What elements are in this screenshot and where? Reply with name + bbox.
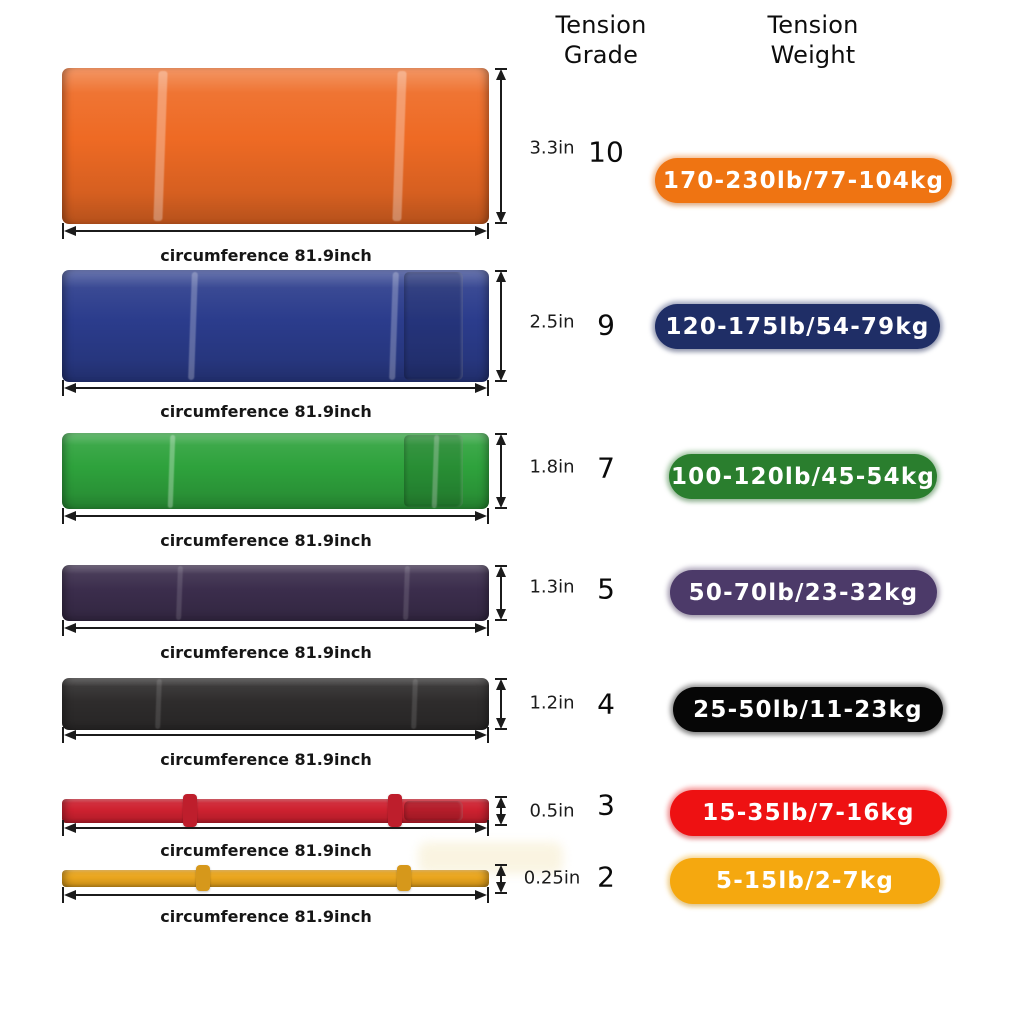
band-right-fold bbox=[403, 801, 464, 821]
circumference-label: circumference 81.9inch bbox=[160, 246, 372, 265]
circumference-arrow bbox=[62, 620, 489, 636]
tension-grade-value: 9 bbox=[597, 308, 615, 342]
width-arrow-vertical bbox=[491, 270, 511, 382]
band-fold-tab bbox=[183, 794, 198, 827]
tension-weight-text: 25-50lb/11-23kg bbox=[693, 696, 923, 723]
column-header-tension-grade: Tension Grade bbox=[555, 11, 647, 69]
circumference-label: circumference 81.9inch bbox=[160, 750, 372, 769]
width-label: 2.5in bbox=[529, 311, 575, 333]
band-fold-streak bbox=[392, 71, 407, 221]
tension-weight-pill-green: 100-120lb/45-54kg bbox=[669, 454, 937, 499]
band-graphic-red bbox=[62, 799, 489, 823]
tension-weight-pill-yellow: 5-15lb/2-7kg bbox=[670, 858, 940, 904]
circumference-arrow bbox=[62, 380, 489, 396]
width-label: 3.3in bbox=[529, 137, 575, 159]
band-graphic-orange bbox=[62, 68, 489, 224]
width-arrow-vertical bbox=[491, 796, 511, 826]
band-graphic-yellow bbox=[62, 870, 489, 887]
tension-weight-text: 15-35lb/7-16kg bbox=[702, 800, 915, 826]
tension-weight-text: 50-70lb/23-32kg bbox=[688, 579, 919, 606]
band-fold-streak bbox=[411, 679, 418, 729]
column-header-tension-weight: Tension Weight bbox=[767, 11, 859, 69]
width-arrow-vertical bbox=[491, 565, 511, 621]
band-fold-tab bbox=[195, 865, 210, 891]
circumference-label: circumference 81.9inch bbox=[160, 531, 372, 550]
width-arrow-vertical bbox=[491, 678, 511, 730]
tension-grade-value: 2 bbox=[597, 860, 615, 894]
width-label: 0.5in bbox=[529, 800, 575, 822]
tension-grade-value: 3 bbox=[597, 788, 615, 822]
circumference-arrow bbox=[62, 820, 489, 836]
band-fold-tab bbox=[388, 794, 403, 827]
band-fold-streak bbox=[188, 272, 198, 380]
width-label: 1.3in bbox=[529, 576, 575, 598]
tension-grade-value: 5 bbox=[597, 572, 615, 606]
tension-grade-value: 4 bbox=[597, 687, 615, 721]
circumference-arrow bbox=[62, 508, 489, 524]
circumference-label: circumference 81.9inch bbox=[160, 841, 372, 860]
width-label: 1.8in bbox=[529, 456, 575, 478]
tension-weight-text: 170-230lb/77-104kg bbox=[662, 167, 945, 194]
band-graphic-black bbox=[62, 678, 489, 730]
band-right-fold bbox=[403, 272, 464, 380]
tension-weight-pill-purple: 50-70lb/23-32kg bbox=[670, 570, 937, 615]
circumference-arrow bbox=[62, 887, 489, 903]
tension-grade-value: 10 bbox=[588, 135, 624, 169]
width-arrow-vertical bbox=[491, 864, 511, 894]
band-fold-streak bbox=[153, 71, 168, 221]
band-right-fold bbox=[403, 435, 464, 507]
band-graphic-navy bbox=[62, 270, 489, 382]
circumference-arrow bbox=[62, 223, 489, 239]
band-fold-tab bbox=[396, 865, 411, 891]
circumference-arrow bbox=[62, 727, 489, 743]
width-arrow-vertical bbox=[491, 433, 511, 509]
band-graphic-green bbox=[62, 433, 489, 509]
band-fold-streak bbox=[167, 434, 176, 508]
tension-weight-pill-orange: 170-230lb/77-104kg bbox=[655, 158, 952, 203]
circumference-label: circumference 81.9inch bbox=[160, 643, 372, 662]
tension-grade-value: 7 bbox=[597, 451, 615, 485]
background-cream-smudge bbox=[418, 842, 563, 874]
band-fold-streak bbox=[176, 566, 184, 620]
width-label: 0.25in bbox=[523, 867, 581, 889]
band-graphic-purple bbox=[62, 565, 489, 621]
width-arrow-vertical bbox=[491, 68, 511, 224]
tension-weight-pill-red: 15-35lb/7-16kg bbox=[670, 790, 947, 836]
tension-weight-text: 120-175lb/54-79kg bbox=[665, 313, 930, 340]
circumference-label: circumference 81.9inch bbox=[160, 402, 372, 421]
tension-weight-pill-navy: 120-175lb/54-79kg bbox=[655, 304, 940, 349]
tension-weight-text: 100-120lb/45-54kg bbox=[670, 463, 936, 490]
width-label: 1.2in bbox=[529, 692, 575, 714]
circumference-label: circumference 81.9inch bbox=[160, 907, 372, 926]
band-fold-streak bbox=[402, 566, 410, 620]
band-fold-streak bbox=[388, 272, 399, 380]
tension-weight-text: 5-15lb/2-7kg bbox=[715, 868, 895, 894]
tension-weight-pill-black: 25-50lb/11-23kg bbox=[673, 687, 943, 732]
band-fold-streak bbox=[155, 679, 162, 729]
